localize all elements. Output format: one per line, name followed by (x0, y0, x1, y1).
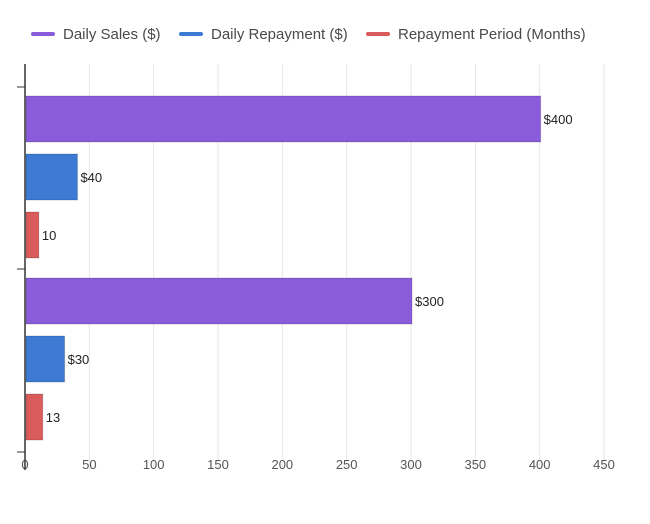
legend-label-0: Daily Sales ($) (63, 26, 161, 43)
x-tick-label-8: 400 (529, 457, 551, 472)
data-label-0-1: $40 (80, 170, 102, 185)
data-label-0-0: $400 (544, 112, 573, 127)
data-label-0-2: 10 (42, 228, 56, 243)
x-tick-label-9: 450 (593, 457, 615, 472)
bar-1-1 (25, 335, 66, 383)
bar-1-2 (25, 393, 44, 441)
data-label-1-0: $300 (415, 294, 444, 309)
axes (17, 64, 26, 470)
data-label-1-2: 13 (46, 410, 60, 425)
x-tick-label-1: 50 (82, 457, 96, 472)
x-tick-label-7: 350 (464, 457, 486, 472)
grid: 050100150200250300350400450 (21, 64, 615, 472)
legend-label-1: Daily Repayment ($) (211, 26, 348, 43)
x-tick-label-3: 150 (207, 457, 229, 472)
bars: $400 $40 10 $300 $30 13 (25, 95, 573, 441)
x-tick-label-2: 100 (143, 457, 165, 472)
bar-0-1 (25, 153, 78, 201)
x-tick-label-5: 250 (336, 457, 358, 472)
data-label-1-1: $30 (68, 352, 90, 367)
bar-0-2 (25, 211, 40, 259)
legend-label-2: Repayment Period (Months) (398, 26, 586, 43)
x-tick-label-6: 300 (400, 457, 422, 472)
legend: Daily Sales ($) Daily Repayment ($) Repaym… (31, 26, 586, 43)
x-tick-label-4: 200 (271, 457, 293, 472)
bar-1-0 (25, 277, 413, 325)
bar-0-0 (25, 95, 542, 143)
